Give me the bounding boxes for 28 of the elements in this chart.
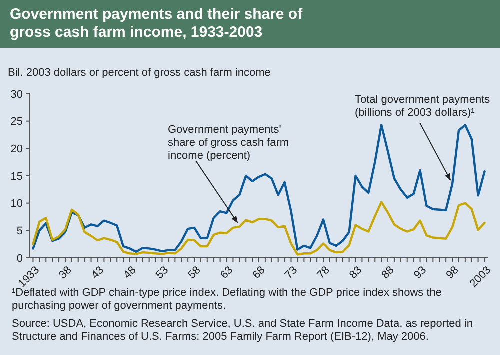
x-tick-label: 78 — [315, 264, 332, 282]
y-tick-label: 10 — [10, 198, 23, 210]
x-tick-label: 73 — [282, 264, 300, 282]
y-tick-label: 15 — [10, 170, 23, 183]
y-tick-label: 0 — [16, 252, 23, 265]
x-tick-label: 98 — [444, 264, 462, 282]
y-tick-label: 5 — [16, 226, 23, 238]
line-series — [32, 201, 486, 256]
x-tick-label: 53 — [154, 264, 172, 282]
source-note: Source: USDA, Economic Research Service, U.S. and State Farm Income Data, as reported in Structure and Finances of U.S. Farms: 2005 Family Farm Report (EIB-12), May 2006. — [12, 318, 473, 343]
x-tick-label: 83 — [347, 264, 365, 282]
text: Total government payments (billions of 2003 dollars)¹ — [355, 94, 491, 119]
x-tick-label: 63 — [218, 264, 236, 282]
y-tick-label: 25 — [10, 116, 23, 128]
x-tick-label: 88 — [380, 264, 397, 282]
x-tick-label: 68 — [250, 264, 268, 282]
y-axis-title: Bil. 2003 dollars or percent of gross cash farm income — [8, 67, 271, 79]
x-tick-label: 58 — [186, 264, 204, 282]
x-tick-label: 43 — [89, 264, 107, 282]
y-tick-label: 20 — [10, 144, 23, 156]
chart-title: Government payments and their share of gross cash farm income, 1933-2003 — [10, 6, 304, 41]
y-tick-label: 30 — [10, 88, 23, 101]
x-tick-label: 38 — [57, 264, 74, 282]
line-series — [32, 124, 486, 254]
x-tick-label: 93 — [412, 264, 430, 282]
x-tick-label: 48 — [122, 264, 139, 282]
text: ¹Deflated with GDP chain-type price index. Deflating with the GDP price index shows the purchasing power of government payments. — [12, 287, 442, 312]
text: Government payments' share of gross cash farm income (percent) — [168, 124, 290, 162]
